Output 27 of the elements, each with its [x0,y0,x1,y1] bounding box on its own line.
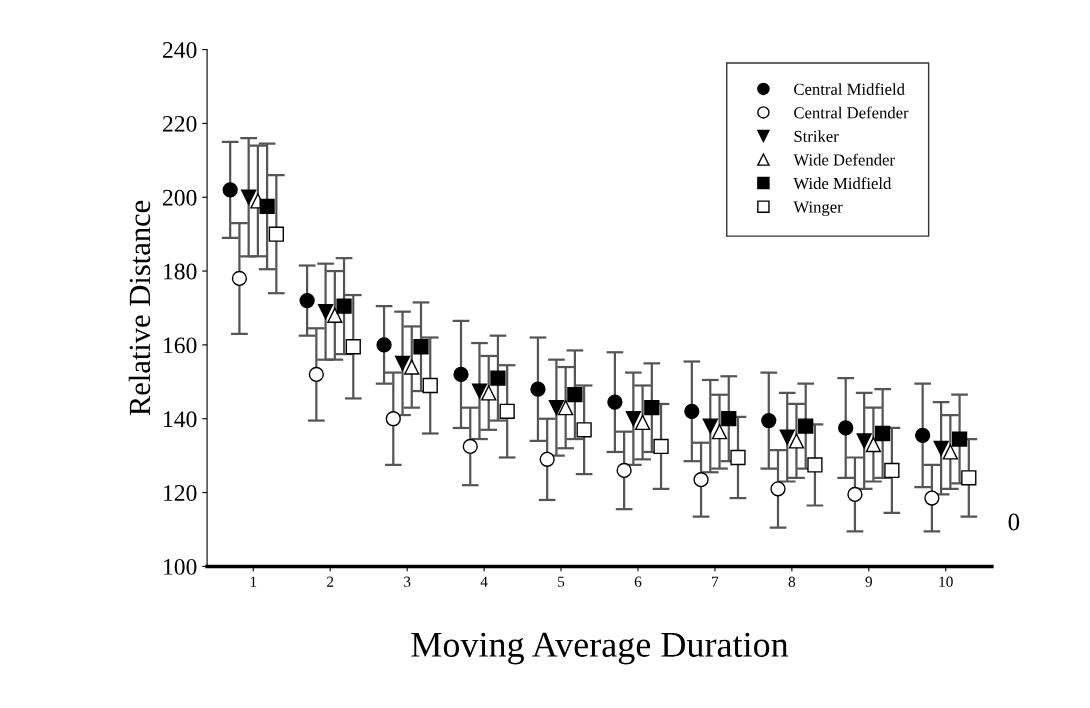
x-tick-label: 3 [404,576,411,587]
x-tick-label: 8 [788,576,796,587]
y-tick-label: 220 [163,115,197,132]
y-tick-label: 140 [164,411,197,428]
x-tick-label: 2 [327,576,334,587]
x-tick-label: 6 [634,576,642,587]
y-tick-label: 240 [163,42,197,58]
y-tick-label: 200 [163,189,197,206]
legend-label: Central Midfield [794,82,905,95]
text: 0 [1008,513,1020,531]
x-tick-label: 7 [712,576,719,587]
x-tick-label: 10 [939,576,953,587]
x-tick-label: 1 [250,576,257,587]
legend-label: Winger [793,201,843,217]
legend-label: Wide Defender [793,153,895,166]
y-tick-label: 180 [164,263,197,280]
y-tick-label: 120 [164,485,197,501]
x-tick-label: 5 [558,576,565,587]
legend-label: Central Defender [794,106,909,119]
legend-label: Wide Midfield [793,177,892,190]
y-axis-title: Relative Distance [128,200,151,416]
legend-label: Striker [794,130,839,142]
x-tick-label: 9 [865,576,872,587]
x-axis-title: Moving Average Duration [411,632,789,665]
x-tick-label: 4 [480,576,488,587]
y-tick-label: 160 [164,337,197,354]
y-tick-label: 100 [164,558,197,575]
